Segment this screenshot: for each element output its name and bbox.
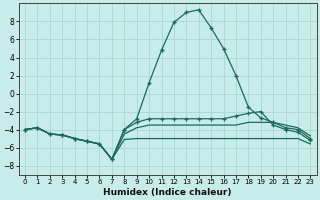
X-axis label: Humidex (Indice chaleur): Humidex (Indice chaleur) — [103, 188, 232, 197]
